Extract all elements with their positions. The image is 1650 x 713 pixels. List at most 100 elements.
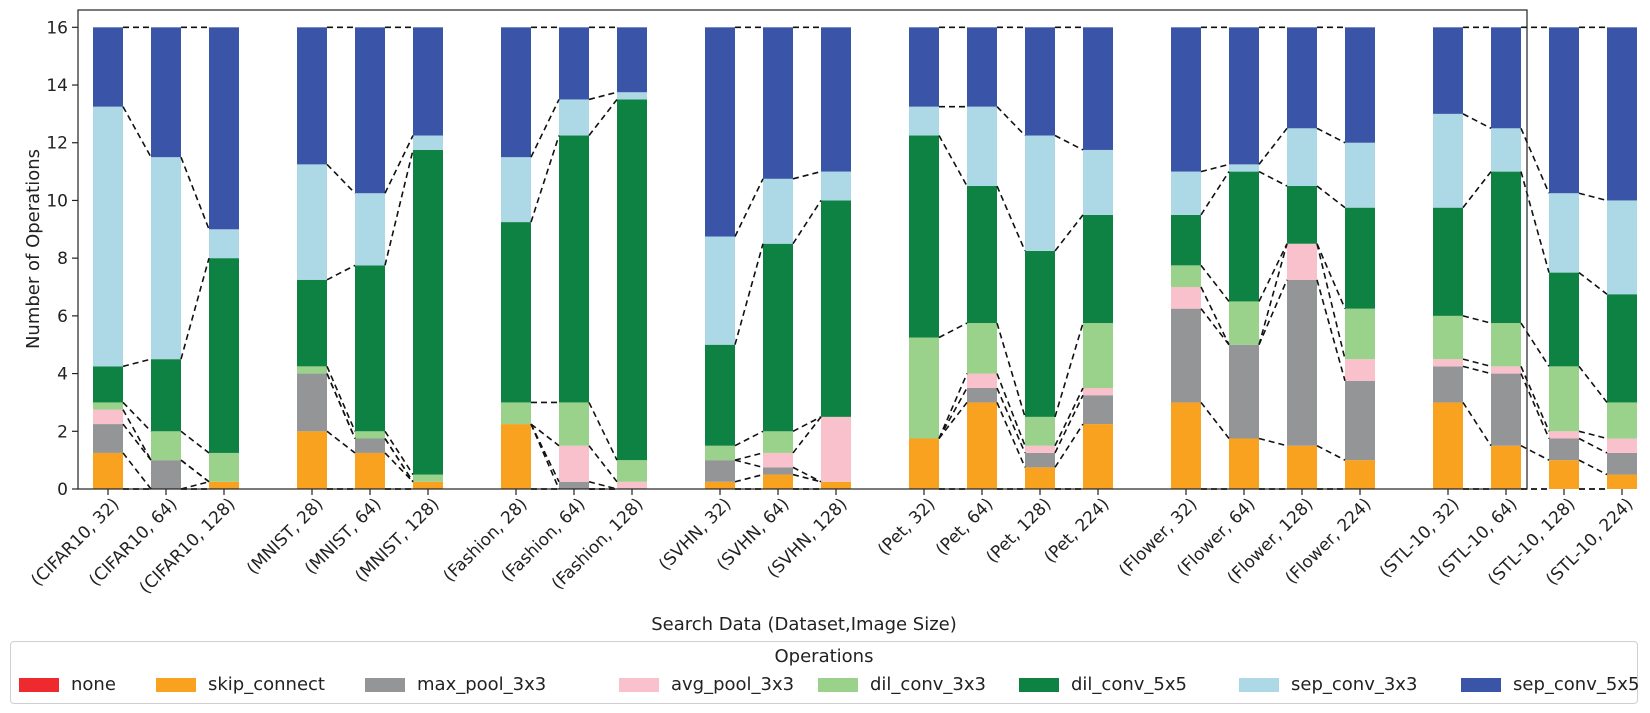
bar-segment-dil-conv-5x5 xyxy=(617,99,647,461)
connector-line xyxy=(1258,437,1288,447)
connector-line xyxy=(996,373,1026,447)
bar-segment-max-pool-3x3 xyxy=(1083,395,1113,425)
bar-segment-avg-pool-3x3 xyxy=(1171,287,1201,309)
bar-segment-dil-conv-5x5 xyxy=(1287,186,1317,244)
bar-segment-dil-conv-5x5 xyxy=(967,186,997,324)
legend-item-sep-conv-5x5: sep_conv_5x5 xyxy=(1461,674,1639,695)
bar-segment-sep-conv-5x5 xyxy=(1025,27,1055,136)
connector-line xyxy=(1316,243,1346,309)
bar-segment-sep-conv-3x3 xyxy=(1229,164,1259,172)
bar-segment-sep-conv-5x5 xyxy=(705,27,735,237)
connector-line xyxy=(1462,315,1492,324)
connector-line xyxy=(1578,437,1608,454)
y-tick-label: 12 xyxy=(46,134,68,154)
bar-segment-avg-pool-3x3 xyxy=(1607,438,1637,453)
bar-segment-dil-conv-5x5 xyxy=(705,344,735,446)
connector-line xyxy=(1520,171,1550,273)
bar-segment-sep-conv-3x3 xyxy=(763,178,793,244)
bar-segment-skip-connect xyxy=(763,474,793,489)
bar-segment-sep-conv-3x3 xyxy=(559,99,589,136)
bar-segment-skip-connect xyxy=(1171,402,1201,489)
bar-segment-max-pool-3x3 xyxy=(1345,380,1375,461)
bar-segment-dil-conv-3x3 xyxy=(413,474,443,482)
legend-label: dil_conv_3x3 xyxy=(870,674,986,695)
bar-segment-max-pool-3x3 xyxy=(967,388,997,403)
legend-swatch xyxy=(1239,677,1279,692)
connector-line xyxy=(1578,459,1608,476)
plot-frame xyxy=(77,9,1528,490)
connector-line xyxy=(326,366,356,432)
bar-segment-sep-conv-5x5 xyxy=(1083,27,1113,150)
connector-line xyxy=(792,200,822,245)
legend-label: skip_connect xyxy=(208,674,325,695)
bar-segment-sep-conv-3x3 xyxy=(297,164,327,280)
bar-segment-sep-conv-5x5 xyxy=(1607,27,1637,201)
bar-segment-dil-conv-3x3 xyxy=(1491,323,1521,367)
x-tick-label: (Pet, 32) xyxy=(874,494,939,559)
connector-lines xyxy=(122,26,1608,490)
bar-segment-dil-conv-3x3 xyxy=(355,431,385,439)
bar-segment-skip-connect xyxy=(1287,445,1317,489)
legend-swatch xyxy=(19,677,59,692)
legend-item-skip-connect: skip_connect xyxy=(156,674,325,695)
bar-segment-sep-conv-3x3 xyxy=(1607,200,1637,295)
bar-segment-max-pool-3x3 xyxy=(355,438,385,453)
connector-line xyxy=(938,401,968,439)
bar-segment-sep-conv-5x5 xyxy=(1549,27,1579,194)
bar-segment-dil-conv-3x3 xyxy=(1229,301,1259,345)
connector-line xyxy=(530,423,560,483)
bar-segment-sep-conv-3x3 xyxy=(413,135,443,150)
connector-line xyxy=(1520,366,1550,432)
bar-segment-avg-pool-3x3 xyxy=(1549,431,1579,439)
connector-line xyxy=(1054,387,1084,447)
bar-segment-skip-connect xyxy=(1607,474,1637,489)
bar-segment-skip-connect xyxy=(209,481,239,489)
bar-segment-max-pool-3x3 xyxy=(1491,373,1521,446)
bar-segment-avg-pool-3x3 xyxy=(1025,445,1055,453)
bar-segment-dil-conv-3x3 xyxy=(617,460,647,482)
connector-line xyxy=(1462,401,1492,447)
bar-segment-skip-connect xyxy=(1549,460,1579,489)
bar-segment-sep-conv-3x3 xyxy=(151,157,181,360)
bar-segment-sep-conv-3x3 xyxy=(1345,142,1375,208)
connector-line xyxy=(384,438,414,483)
connector-line xyxy=(1316,127,1346,144)
y-tick-label: 10 xyxy=(46,191,68,211)
connector-line xyxy=(734,178,764,237)
connector-line xyxy=(1520,373,1550,439)
y-tick-label: 0 xyxy=(57,480,68,500)
bar-segment-dil-conv-3x3 xyxy=(151,431,181,461)
legend-swatch xyxy=(1019,677,1059,692)
connector-line xyxy=(326,430,356,454)
bars-layer xyxy=(93,27,1637,489)
bar-segment-dil-conv-3x3 xyxy=(763,431,793,453)
connector-line xyxy=(1520,322,1550,367)
bar-segment-avg-pool-3x3 xyxy=(1433,359,1463,367)
bar-segment-sep-conv-3x3 xyxy=(967,106,997,187)
bar-segment-avg-pool-3x3 xyxy=(1345,359,1375,381)
connector-line xyxy=(530,135,560,223)
bar-segment-dil-conv-3x3 xyxy=(501,402,531,425)
bar-segment-avg-pool-3x3 xyxy=(1491,366,1521,374)
bar-segment-sep-conv-5x5 xyxy=(1171,27,1201,172)
bar-segment-dil-conv-3x3 xyxy=(297,366,327,374)
bar-segment-sep-conv-5x5 xyxy=(559,27,589,100)
bar-segment-sep-conv-5x5 xyxy=(1287,27,1317,129)
connector-line xyxy=(588,445,618,483)
connector-line xyxy=(1578,271,1608,295)
bar-segment-sep-conv-5x5 xyxy=(209,27,239,230)
connector-line xyxy=(1200,264,1230,302)
connector-line xyxy=(1054,394,1084,454)
bar-segment-dil-conv-3x3 xyxy=(1345,308,1375,360)
connector-line xyxy=(1200,163,1230,173)
connector-line xyxy=(122,106,152,158)
connector-line xyxy=(326,264,356,281)
connector-line xyxy=(384,149,414,266)
bar-segment-sep-conv-5x5 xyxy=(1433,27,1463,114)
connector-line xyxy=(588,91,618,101)
legend-label: none xyxy=(71,674,116,695)
connector-line xyxy=(122,358,152,368)
bar-segment-dil-conv-5x5 xyxy=(1345,207,1375,309)
bar-segment-max-pool-3x3 xyxy=(151,460,181,489)
connector-line xyxy=(1258,243,1288,302)
